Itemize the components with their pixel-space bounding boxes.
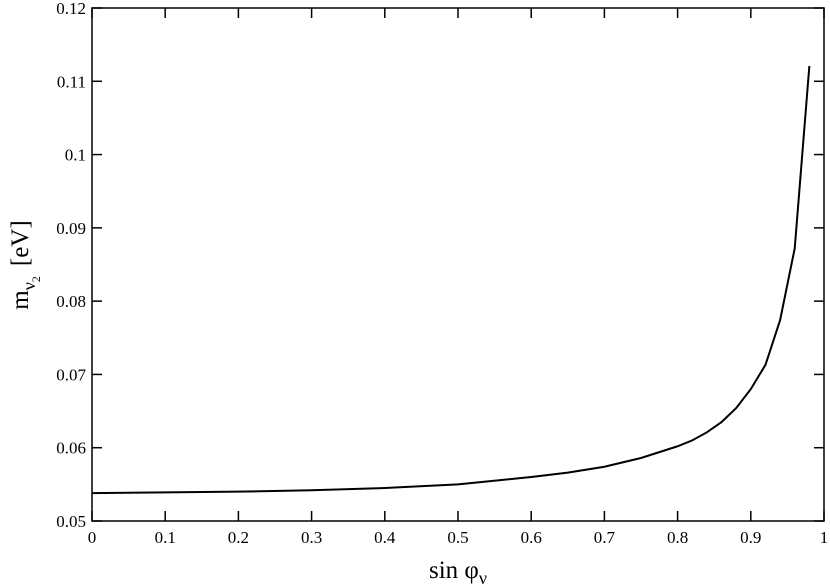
- x-tick-label: 0.3: [301, 528, 322, 547]
- x-tick-label: 0.9: [740, 528, 761, 547]
- x-tick-label: 0.8: [667, 528, 688, 547]
- y-tick-label: 0.11: [57, 72, 86, 91]
- x-tick-label: 0.1: [155, 528, 176, 547]
- x-tick-label: 1: [820, 528, 829, 547]
- y-label-sub: ν: [19, 282, 39, 290]
- x-tick-label: 0.4: [374, 528, 396, 547]
- y-label-subsub: 2: [29, 276, 43, 282]
- y-label-unit: [eV]: [7, 220, 34, 266]
- y-label-main: m: [7, 290, 34, 310]
- x-tick-label: 0: [88, 528, 97, 547]
- y-tick-label: 0.1: [65, 146, 86, 165]
- x-axis-label: sin φν: [429, 557, 487, 586]
- x-label-sub: ν: [479, 568, 487, 586]
- x-tick-label: 0.2: [228, 528, 249, 547]
- y-tick-label: 0.12: [56, 0, 86, 18]
- x-label-main: sin φ: [429, 557, 479, 584]
- data-line: [91, 65, 811, 495]
- x-tick-label: 0.7: [594, 528, 616, 547]
- y-tick-label: 0.07: [56, 365, 86, 384]
- y-tick-label: 0.05: [56, 512, 86, 531]
- y-tick-label: 0.09: [56, 219, 86, 238]
- x-tick-label: 0.5: [447, 528, 468, 547]
- y-tick-label: 0.08: [56, 292, 86, 311]
- y-axis-label: mν2 [eV]: [7, 220, 43, 309]
- y-tick-label: 0.06: [56, 439, 86, 458]
- plot-frame: [91, 7, 825, 522]
- x-tick-label: 0.6: [521, 528, 542, 547]
